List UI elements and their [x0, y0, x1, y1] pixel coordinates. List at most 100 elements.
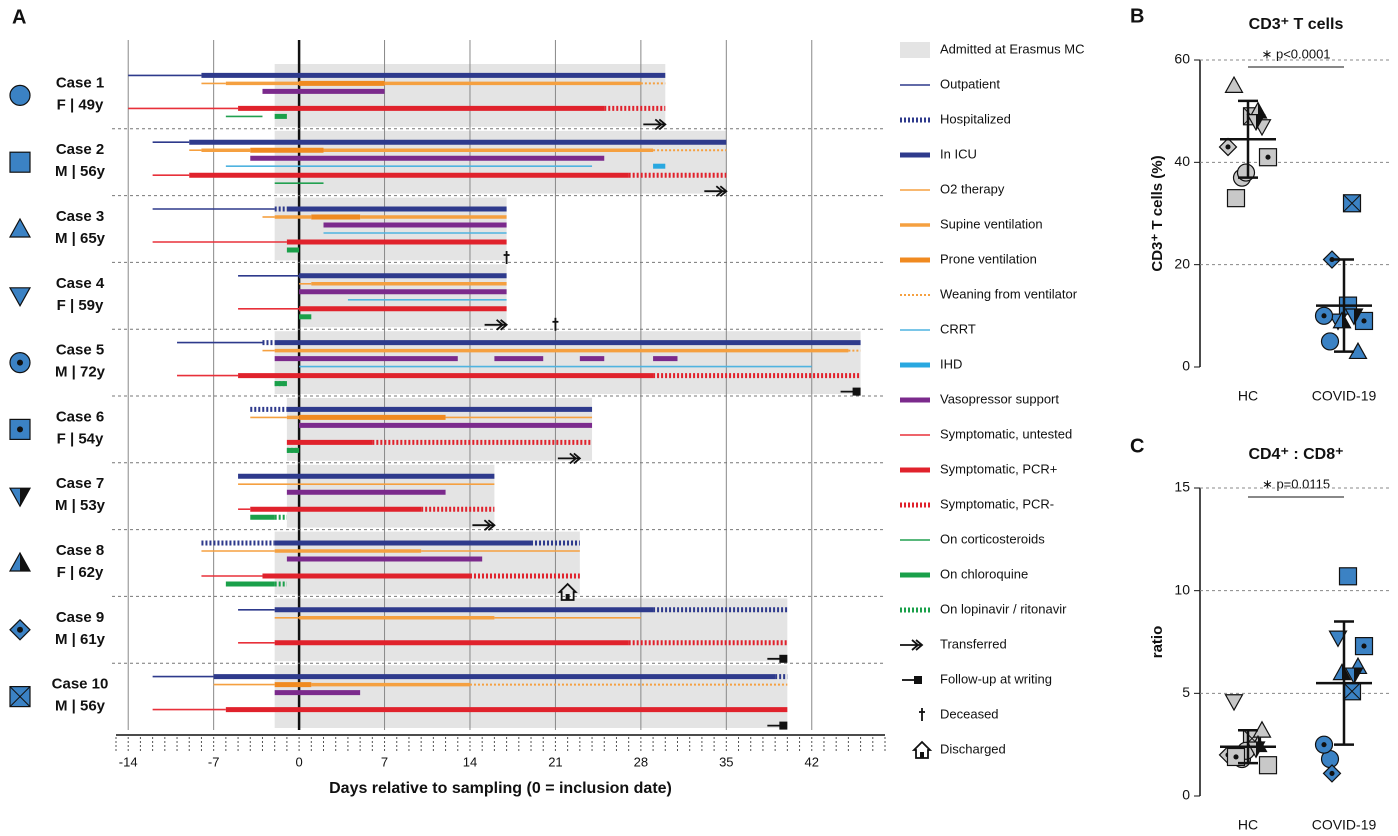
legend-item: Supine ventilation [900, 216, 1043, 231]
arrow [654, 118, 663, 131]
legend-item: Prone ventilation [900, 251, 1037, 266]
symbol [9, 84, 31, 107]
arrow [779, 721, 788, 730]
symbol-dot [17, 426, 23, 433]
legend-item: Deceased [940, 706, 999, 721]
symbol-half [1354, 309, 1363, 325]
case-label: Case 9 [56, 609, 104, 626]
point [1224, 694, 1244, 712]
symbol-dot [1329, 257, 1335, 263]
symbol [1328, 630, 1348, 648]
panel-label: A [12, 6, 26, 28]
legend-item: Follow-up at writing [940, 671, 1052, 686]
x-axis-label: Days relative to sampling (0 = inclusion… [329, 780, 672, 797]
legend-label: IHD [940, 356, 962, 371]
point [1322, 250, 1342, 269]
point [1344, 308, 1364, 326]
legend-label: Admitted at Erasmus MC [940, 41, 1085, 56]
legend-label: On lopinavir / ritonavir [940, 601, 1067, 616]
y-tick-label: 15 [1174, 479, 1190, 495]
y-axis-label: ratio [1149, 626, 1166, 659]
arrow [779, 654, 788, 663]
point [1226, 747, 1246, 767]
point [1322, 764, 1342, 783]
legend-item: Transferred [940, 636, 1007, 651]
x-tick-label: 28 [634, 754, 648, 769]
house [557, 582, 578, 601]
symbol-half [1256, 114, 1265, 130]
point [1354, 637, 1374, 656]
arrow [911, 639, 920, 651]
legend-item: On chloroquine [900, 566, 1028, 581]
event-marker [503, 251, 510, 264]
symbol-dot [1329, 770, 1335, 776]
case-info: M | 72y [55, 364, 106, 381]
point [1258, 148, 1278, 167]
case-symbol [8, 287, 32, 308]
symbol-dot [1361, 318, 1367, 324]
symbol-dot [1225, 144, 1231, 150]
legend-swatch [919, 708, 925, 721]
x-tick-label: -14 [119, 754, 138, 769]
y-tick-label: 0 [1182, 358, 1190, 374]
event-marker [552, 317, 559, 331]
x-tick-label: 42 [805, 754, 819, 769]
case-label: Case 7 [56, 475, 104, 492]
case-symbol [9, 618, 31, 641]
legend-item: Admitted at Erasmus MC [900, 41, 1085, 58]
legend-item: On corticosteroids [900, 531, 1045, 546]
legend-item: Discharged [940, 741, 1006, 756]
legend-item: Weaning from ventilator [900, 286, 1078, 301]
symbol-dot [1233, 754, 1239, 760]
case-info: M | 56y [55, 163, 106, 180]
arrow [496, 319, 505, 331]
x-tick-label: 14 [463, 754, 477, 769]
point [1314, 306, 1334, 325]
case-symbol [8, 551, 32, 572]
case-info: F | 54y [57, 430, 104, 447]
legend-label: Vasopressor support [940, 391, 1059, 406]
arrow [573, 452, 582, 465]
house [920, 752, 924, 758]
legend-item: CRRT [900, 321, 976, 336]
case-info: F | 59y [57, 297, 104, 314]
legend-label: Prone ventilation [940, 251, 1037, 266]
legend-label: Symptomatic, untested [940, 426, 1072, 441]
annotation: ∗ p=0.0115 [1262, 476, 1330, 491]
house [565, 594, 570, 600]
legend-swatch [900, 639, 924, 651]
case-info: F | 62y [57, 564, 104, 581]
case-label: Case 1 [56, 74, 104, 91]
legend-label: Symptomatic, PCR+ [940, 461, 1057, 476]
point [1218, 137, 1238, 157]
y-tick-label: 0 [1182, 787, 1190, 803]
case-label: Case 8 [56, 542, 104, 559]
panel-label: C [1130, 435, 1144, 457]
case-label: Case 10 [52, 676, 109, 693]
symbol-dot [17, 626, 23, 633]
legend-label: Follow-up at writing [940, 671, 1052, 686]
symbol-x [1343, 194, 1361, 213]
y-tick-label: 60 [1174, 51, 1190, 67]
case-symbol [9, 685, 31, 708]
legend-label: Weaning from ventilator [940, 286, 1078, 301]
point [1342, 194, 1362, 213]
legend-label: Hospitalized [940, 111, 1011, 126]
arrow [569, 452, 578, 465]
legend-item: Outpatient [900, 76, 1000, 91]
arrow [500, 319, 509, 331]
chart-title: CD4⁺ : CD8⁺ [1248, 446, 1343, 463]
x-tick-label: 35 [719, 754, 733, 769]
legend-label: Symptomatic, PCR- [940, 496, 1054, 511]
event-marker [484, 319, 509, 331]
point [1258, 756, 1278, 775]
x-tick-label: 21 [548, 754, 562, 769]
symbol-half [1354, 668, 1363, 684]
legend-item: Symptomatic, PCR+ [900, 461, 1057, 476]
x-tick-label: -7 [208, 754, 220, 769]
legend-label: Outpatient [940, 76, 1000, 91]
legend-item: Hospitalized [900, 111, 1011, 126]
legend-label: Transferred [940, 636, 1007, 651]
case-label: Case 2 [56, 141, 104, 158]
